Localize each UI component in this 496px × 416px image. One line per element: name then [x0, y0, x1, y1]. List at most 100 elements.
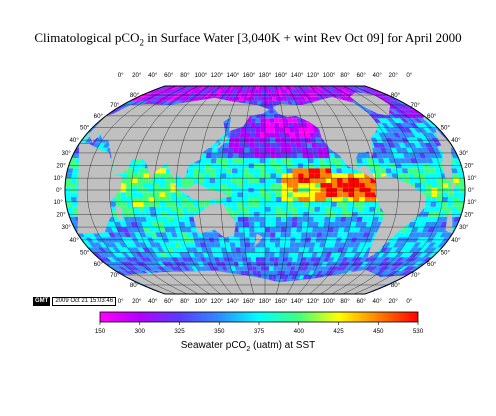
- ocean-cell: [187, 206, 194, 212]
- ocean-cell: [392, 100, 404, 105]
- lon-tick-top: 100°: [194, 72, 207, 79]
- ocean-cell: [198, 173, 205, 179]
- ocean-cell: [125, 221, 133, 228]
- lon-tick-bottom: 60°: [164, 298, 174, 305]
- ocean-cell: [310, 96, 318, 101]
- ocean-cell: [410, 158, 417, 164]
- ocean-cell: [281, 266, 287, 271]
- ocean-cell: [226, 168, 233, 174]
- ocean-cell: [361, 158, 369, 164]
- ocean-cell: [344, 252, 352, 258]
- ocean-cell: [348, 197, 354, 202]
- ocean-cell: [258, 86, 263, 90]
- ocean-cell: [207, 86, 215, 90]
- ocean-cell: [102, 232, 111, 238]
- ocean-cell: [276, 178, 282, 183]
- ocean-cell: [217, 147, 224, 153]
- ocean-cell: [242, 96, 248, 101]
- ocean-cell: [436, 178, 443, 183]
- ocean-cell: [205, 247, 213, 253]
- ocean-cell: [211, 152, 218, 159]
- ocean-cell: [394, 127, 403, 133]
- ocean-cell: [425, 192, 432, 197]
- ocean-cell: [453, 197, 460, 202]
- ocean-cell: [412, 168, 420, 174]
- ocean-cell: [288, 252, 294, 258]
- ocean-cell: [66, 168, 74, 174]
- ocean-cell: [176, 197, 182, 202]
- ocean-cell: [129, 242, 138, 248]
- ocean-cell: [269, 109, 274, 114]
- ocean-cell: [231, 86, 238, 90]
- ocean-cell: [140, 252, 149, 258]
- ocean-cell: [300, 270, 307, 275]
- ocean-cell: [235, 247, 241, 253]
- lon-tick-bottom: 80°: [340, 298, 350, 305]
- ocean-cell: [244, 142, 250, 148]
- ocean-cell: [418, 252, 428, 258]
- ocean-cell: [432, 127, 443, 133]
- ocean-cell: [249, 142, 255, 148]
- ocean-cell: [233, 147, 239, 153]
- ocean-cell: [107, 247, 117, 253]
- ocean-cell: [318, 216, 325, 222]
- ocean-cell: [456, 206, 464, 212]
- ocean-cell: [401, 227, 409, 233]
- ocean-cell: [284, 132, 291, 138]
- ocean-cell: [458, 197, 465, 202]
- ocean-cell: [362, 89, 374, 94]
- ocean-cell: [251, 89, 256, 94]
- ocean-cell: [327, 227, 334, 233]
- ocean-cell: [371, 221, 378, 228]
- ocean-cell: [375, 173, 382, 179]
- ocean-cell: [176, 192, 182, 197]
- ocean-cell: [395, 252, 404, 258]
- ocean-cell: [281, 216, 287, 222]
- ocean-cell: [292, 168, 299, 174]
- ocean-cell: [360, 152, 368, 159]
- ocean-cell: [312, 86, 320, 90]
- ocean-cell: [307, 221, 314, 228]
- ocean-cell: [285, 147, 292, 153]
- ocean-cell: [347, 168, 354, 174]
- ocean-cell: [113, 242, 123, 248]
- ocean-cell: [434, 232, 443, 238]
- ocean-cell: [65, 192, 71, 197]
- colorbar-label: Seawater pCO2 (uatm) at SST: [0, 340, 496, 353]
- ocean-cell: [188, 86, 199, 90]
- ocean-cell: [297, 122, 304, 128]
- ocean-cell: [406, 227, 414, 233]
- ocean-cell: [290, 86, 296, 90]
- ocean-cell: [345, 216, 352, 222]
- ocean-cell: [343, 227, 350, 233]
- ocean-cell: [296, 257, 303, 262]
- ocean-cell: [382, 118, 391, 123]
- ocean-cell: [237, 216, 244, 222]
- land-south-america: [367, 175, 426, 259]
- ocean-cell: [199, 257, 207, 262]
- ocean-cell: [325, 197, 332, 202]
- ocean-cell: [154, 252, 163, 258]
- ocean-cell: [253, 178, 260, 183]
- ocean-cell: [270, 221, 276, 228]
- ocean-cell: [275, 147, 281, 153]
- ocean-cell: [204, 242, 211, 248]
- ocean-cell: [278, 86, 284, 90]
- ocean-cell: [344, 89, 354, 94]
- ocean-cell: [361, 216, 369, 222]
- ocean-cell: [446, 201, 454, 207]
- ocean-cell: [143, 173, 150, 179]
- ocean-cell: [245, 89, 250, 94]
- ocean-cell: [201, 247, 208, 253]
- ocean-cell: [308, 206, 315, 212]
- ocean-cell: [265, 183, 271, 188]
- ocean-cell: [323, 152, 330, 159]
- ocean-cell: [265, 178, 271, 183]
- ocean-cell: [309, 86, 317, 90]
- ocean-cell: [226, 201, 232, 207]
- ocean-cell: [319, 257, 326, 262]
- ocean-cell: [218, 257, 225, 262]
- ocean-cell: [359, 197, 365, 202]
- ocean-cell: [280, 147, 287, 153]
- ocean-cell: [331, 173, 337, 179]
